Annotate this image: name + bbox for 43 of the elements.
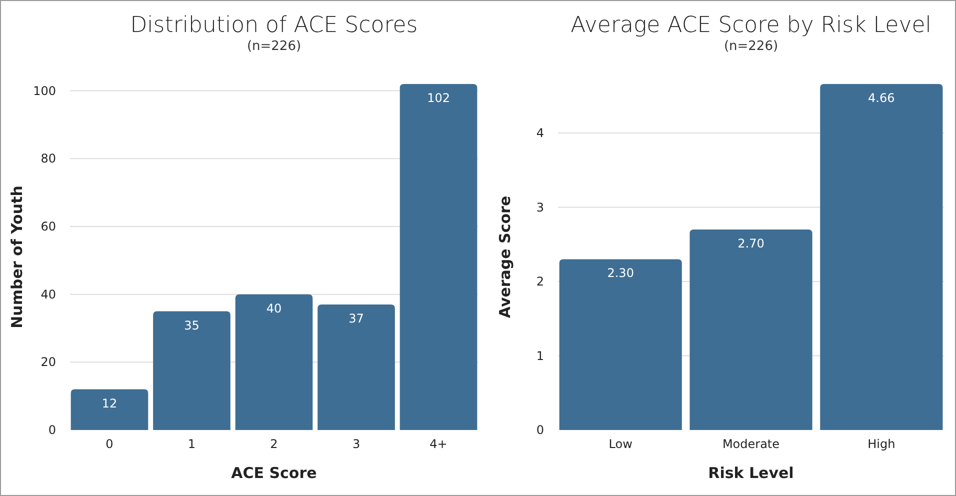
chart-title: Average ACE Score by Risk Level [570, 13, 932, 38]
data-label: 12 [102, 396, 118, 410]
data-label: 2.30 [607, 266, 634, 280]
y-tick-label: 3 [536, 200, 544, 214]
y-tick-label: 20 [40, 355, 56, 370]
x-tick-label: High [868, 437, 896, 451]
bar [70, 389, 148, 430]
x-tick-label: 0 [106, 437, 114, 451]
data-label: 40 [266, 301, 282, 316]
y-tick-label: 60 [40, 219, 56, 234]
y-tick-label: 2 [536, 274, 544, 288]
bar [820, 84, 943, 430]
chart-subtitle: (n=226) [724, 39, 778, 54]
y-tick-label: 1 [536, 348, 544, 363]
data-label: 2.70 [738, 236, 764, 251]
bar [690, 230, 812, 430]
x-axis-title: Risk Level [708, 464, 794, 482]
bar [235, 294, 313, 430]
y-axis-title: Average Score [496, 196, 514, 318]
y-tick-label: 80 [40, 152, 56, 166]
y-tick-label: 0 [48, 423, 56, 437]
y-tick-label: 40 [40, 287, 56, 302]
data-label: 4.66 [868, 91, 895, 105]
bar [400, 84, 478, 430]
chart-title: Distribution of ACE Scores [130, 13, 418, 38]
x-tick-label: 1 [188, 437, 196, 451]
x-axis-title: ACE Score [231, 464, 317, 482]
x-tick-label: 2 [270, 437, 278, 451]
y-tick-label: 0 [536, 423, 544, 437]
bar [318, 304, 395, 430]
y-tick-label: 4 [536, 126, 544, 140]
data-label: 35 [184, 318, 200, 332]
bar [153, 311, 230, 430]
x-tick-label: 3 [352, 437, 360, 451]
y-tick-label: 100 [33, 84, 56, 98]
data-label: 37 [348, 311, 364, 326]
x-tick-label: 4+ [430, 437, 448, 451]
chart-subtitle: (n=226) [246, 39, 302, 54]
y-axis-title: Number of Youth [8, 186, 26, 328]
data-label: 102 [427, 91, 450, 105]
x-tick-label: Low [608, 437, 633, 451]
bar [559, 259, 682, 430]
x-tick-label: Moderate [722, 437, 780, 451]
